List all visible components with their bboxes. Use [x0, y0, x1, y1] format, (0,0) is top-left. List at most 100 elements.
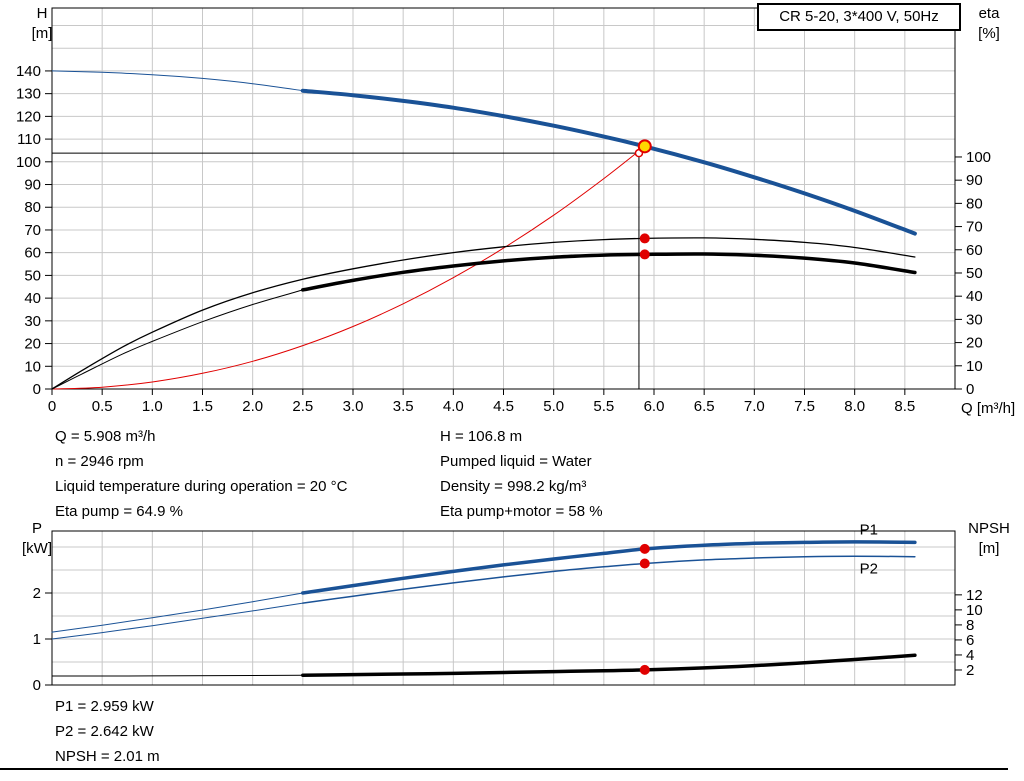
- info-line-liquid: Pumped liquid = Water: [440, 453, 592, 470]
- left-tick-label: 110: [17, 131, 41, 148]
- x-tick-label: 7.0: [744, 398, 765, 415]
- right-tick-label: 6: [966, 632, 974, 649]
- x-tick-label: 1.5: [192, 398, 213, 415]
- p-axis-title-line1: P: [31, 520, 42, 537]
- h-axis-title: H [m]: [22, 4, 62, 44]
- curve-label-P1: P1: [860, 522, 878, 539]
- right-tick-label: 30: [966, 311, 983, 328]
- right-tick-label: 12: [966, 587, 983, 604]
- right-tick-label: 2: [966, 662, 974, 679]
- x-tick-label: 1.0: [142, 398, 163, 415]
- npsh-curve: [301, 653, 917, 677]
- plot-frame: [51, 530, 956, 686]
- info-line-flow: Q = 5.908 m³/h: [55, 428, 156, 445]
- x-tick-label: 6.0: [644, 398, 665, 415]
- x-tick-label: 2.0: [242, 398, 263, 415]
- head-efficiency-chart: 0 0.5 1.0 1.5 2.0 2.5 3.0 3.5 4.0 4.5 5.0 5.5 6.0 6.5…: [16, 7, 991, 415]
- p-axis-title-line2: [kW]: [22, 540, 52, 557]
- left-tick-label: 70: [24, 222, 41, 239]
- npsh-axis-title-line2: [m]: [978, 540, 1000, 557]
- x-tick-label: 0: [48, 398, 56, 415]
- pump-model-badge: CR 5-20, 3*400 V, 50Hz: [757, 3, 961, 31]
- left-tick-label: 20: [24, 336, 41, 353]
- left-tick-label: 50: [24, 267, 41, 284]
- left-tick-label: 100: [16, 154, 41, 171]
- right-tick-label: 80: [966, 195, 983, 212]
- right-tick-label: 8: [966, 617, 974, 634]
- h-axis-title-line2: [m]: [31, 25, 53, 42]
- right-tick-label: 10: [966, 602, 983, 619]
- left-tick-label: 10: [24, 358, 41, 375]
- left-tick-label: 2: [33, 585, 41, 602]
- right-tick-label: 50: [966, 265, 983, 282]
- x-tick-label: 8.5: [894, 398, 915, 415]
- p2-curve: [302, 555, 916, 604]
- left-tick-label: 40: [24, 290, 41, 307]
- p2-curve-thin: [51, 602, 304, 640]
- x-tick-label: 5.0: [543, 398, 564, 415]
- right-tick-label: 20: [966, 335, 983, 352]
- left-tick-label: 0: [33, 381, 41, 398]
- left-tick-label: 0: [33, 677, 41, 694]
- duty-point: [637, 139, 652, 154]
- info-line-temperature: Liquid temperature during operation = 20…: [55, 478, 348, 495]
- p1-curve: [301, 540, 917, 595]
- bottom-divider: [0, 768, 1008, 770]
- h-curve-thin: [51, 70, 304, 92]
- pump-model-label: CR 5-20, 3*400 V, 50Hz: [779, 8, 939, 25]
- eta-pump-point: [639, 233, 650, 244]
- p2-point: [639, 558, 650, 569]
- right-tick-label: 60: [966, 242, 983, 259]
- npsh-axis-title: NPSH [m]: [958, 519, 1020, 559]
- eta-axis-title-line1: eta: [978, 5, 1000, 22]
- eta-pump-curve: [51, 237, 916, 390]
- x-tick-label: 3.5: [393, 398, 414, 415]
- h-axis-title-line1: H: [36, 5, 48, 22]
- info-line-density: Density = 998.2 kg/m³: [440, 478, 587, 495]
- npsh-curve-thin: [51, 674, 304, 677]
- x-tick-label: 3.0: [343, 398, 364, 415]
- x-tick-label: 4.0: [443, 398, 464, 415]
- right-tick-label: 100: [966, 149, 991, 166]
- x-tick-label: 8.0: [844, 398, 865, 415]
- info-line-eta-pump: Eta pump = 64.9 %: [55, 503, 183, 520]
- h-curve: [300, 88, 917, 236]
- left-tick-label: 60: [24, 245, 41, 262]
- right-tick-label: 10: [966, 358, 983, 375]
- x-tick-label: 2.5: [292, 398, 313, 415]
- eta-pump-motor-curve: [301, 252, 917, 292]
- right-tick-label: 90: [966, 172, 983, 189]
- left-tick-label: 140: [16, 63, 41, 80]
- operating-data-right: H = 106.8 m Pumped liquid = Water Densit…: [440, 424, 603, 524]
- eta-axis-title: eta [%]: [963, 4, 1015, 44]
- npsh-axis-title-line1: NPSH: [968, 520, 1010, 537]
- left-tick-label: 30: [24, 313, 41, 330]
- left-tick-label: 80: [24, 199, 41, 216]
- left-tick-label: 130: [16, 86, 41, 103]
- right-tick-label: 0: [966, 381, 974, 398]
- right-tick-label: 40: [966, 288, 983, 305]
- system-curve: [51, 145, 646, 390]
- x-tick-label: 0.5: [92, 398, 113, 415]
- x-tick-label: 5.5: [593, 398, 614, 415]
- result-line-p2: P2 = 2.642 kW: [55, 723, 154, 740]
- left-tick-label: 120: [16, 108, 41, 125]
- info-line-head: H = 106.8 m: [440, 428, 523, 445]
- curve-label-P2: P2: [860, 561, 878, 578]
- x-tick-label: 7.5: [794, 398, 815, 415]
- left-tick-label: 90: [24, 177, 41, 194]
- result-values: P1 = 2.959 kW P2 = 2.642 kW NPSH = 2.01 …: [55, 694, 160, 769]
- result-line-p1: P1 = 2.959 kW: [55, 698, 154, 715]
- operating-data-left: Q = 5.908 m³/h n = 2946 rpm Liquid tempe…: [55, 424, 347, 524]
- eta-pump-motor-thin: [51, 289, 304, 390]
- info-line-speed: n = 2946 rpm: [55, 453, 144, 470]
- left-tick-label: 1: [33, 631, 41, 648]
- x-tick-label: 4.5: [493, 398, 514, 415]
- q-axis-title: Q [m³/h]: [961, 400, 1016, 417]
- eta-axis-title-line2: [%]: [978, 25, 1000, 42]
- x-tick-label: 6.5: [694, 398, 715, 415]
- p1-point: [639, 543, 650, 554]
- npsh-point: [639, 664, 650, 675]
- right-tick-label: 70: [966, 219, 983, 236]
